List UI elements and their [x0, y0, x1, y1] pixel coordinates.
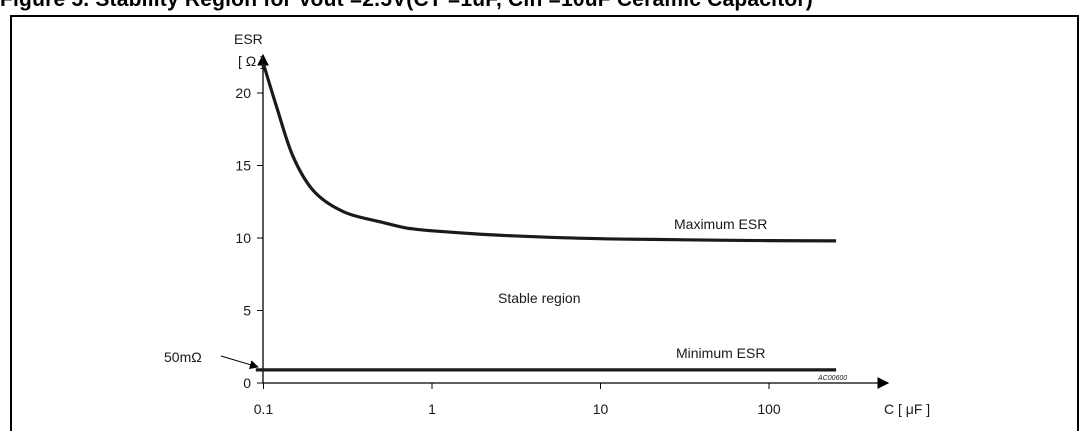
y-tick-label: 0 [243, 375, 251, 391]
figure-caption: Figure 5. Stability Region for Vout =2.5… [0, 0, 813, 12]
figure-code: AC00600 [817, 375, 847, 382]
x-ticks: 0.1 1 10 100 [254, 383, 781, 417]
y-axis-label-esr: ESR [234, 31, 263, 47]
y-ticks: 0 5 10 15 20 [235, 85, 263, 391]
x-axis-label: C [ μF ] [884, 401, 930, 417]
figure-caption-clip: Figure 5. Stability Region for Vout =2.5… [0, 0, 1082, 14]
y-tick-label: 5 [243, 303, 251, 319]
series-labels: Maximum ESR Minimum ESR [674, 216, 767, 361]
series-line [261, 63, 837, 243]
y-tick-label: 10 [235, 230, 251, 246]
x-tick-label: 100 [757, 401, 781, 417]
min-esr-marker-label: 50mΩ [164, 349, 202, 365]
series-label: Minimum ESR [676, 345, 765, 361]
x-tick-label: 10 [593, 401, 609, 417]
x-tick-label: 0.1 [254, 401, 274, 417]
stable-region-label: Stable region [498, 290, 581, 306]
y-axis-label-unit: [ Ω ] [238, 53, 264, 69]
figure-frame [10, 15, 1079, 431]
y-tick-label: 20 [235, 85, 251, 101]
series-label: Maximum ESR [674, 216, 767, 232]
min-esr-marker-arrow [220, 355, 259, 370]
x-tick-label: 1 [428, 401, 436, 417]
y-tick-label: 15 [235, 158, 251, 174]
series-lines [255, 63, 837, 372]
